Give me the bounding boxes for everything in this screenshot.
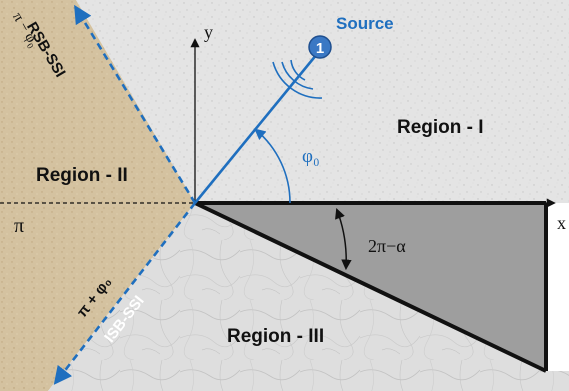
- source-marker-icon: [308, 35, 332, 59]
- phi0-angle-arc: [254, 128, 291, 204]
- wavefront-inner-icon: [290, 59, 306, 81]
- source-ray: [193, 53, 319, 204]
- region-1-area: [76, 0, 569, 203]
- source-marker-number: 1: [316, 40, 324, 57]
- wavefront-outer-icon: [272, 61, 323, 99]
- region-2-label: Region - II: [36, 165, 128, 186]
- region-3-label: Region - III: [227, 326, 324, 347]
- wedge-lower-face: [194, 201, 547, 373]
- region-3-area: [48, 203, 569, 391]
- wedge-angle-arc: [335, 208, 352, 271]
- source-label: Source: [336, 14, 394, 33]
- phi0-label: φ₀: [302, 146, 320, 167]
- wedge-angle-label: 2π−α: [368, 236, 406, 256]
- x-axis-label: x: [557, 213, 566, 233]
- wavefront-middle-icon: [281, 61, 314, 90]
- isb-boundary-line: [53, 202, 197, 385]
- region-2-area: [0, 0, 195, 391]
- region-1-label: Region - I: [397, 117, 484, 138]
- rsb-boundary-line: [74, 4, 197, 204]
- pi-label: π: [14, 215, 24, 237]
- y-axis-label: y: [204, 22, 213, 42]
